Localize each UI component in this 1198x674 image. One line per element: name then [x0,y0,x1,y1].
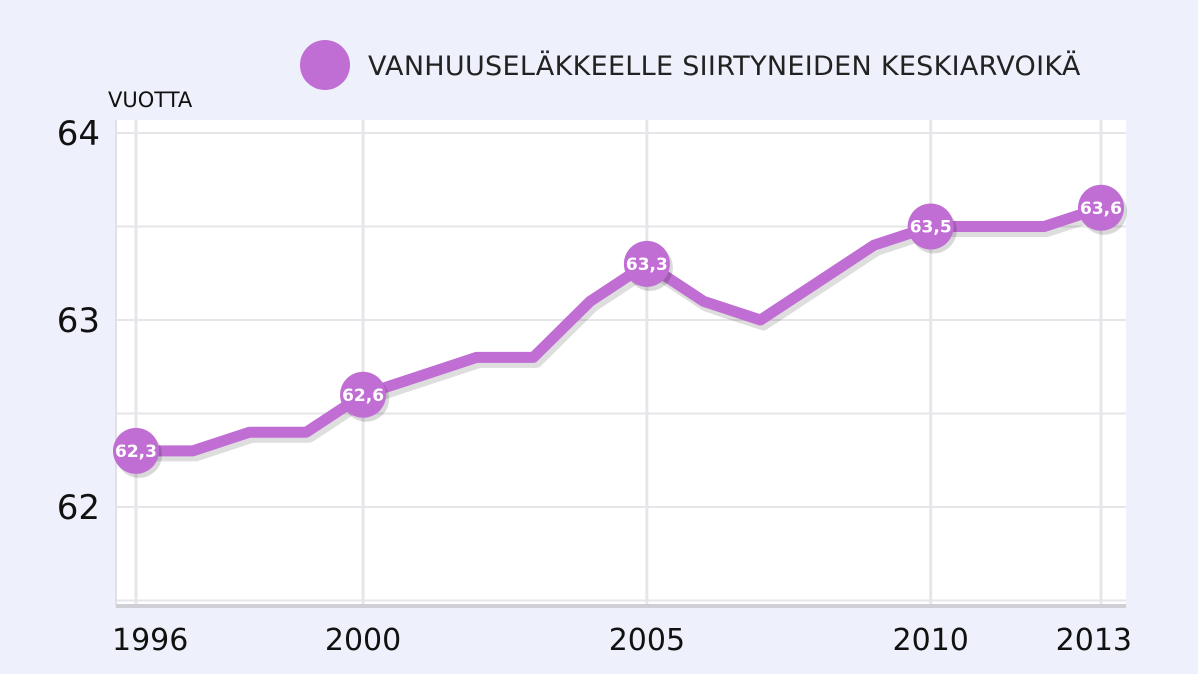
data-label: 62,6 [342,386,384,406]
x-tick-label: 1996 [112,623,188,658]
data-label: 63,3 [626,255,668,275]
data-marker [907,203,954,250]
data-marker [623,240,670,287]
x-tick-label: 2000 [325,623,401,658]
x-tick-label: 2010 [893,623,969,658]
x-tick-label: 2005 [609,623,685,658]
legend-label: VANHUUSELÄKKEELLE SIIRTYNEIDEN KESKIARVO… [368,50,1081,82]
legend-swatch [300,40,350,90]
x-tick-label: 2013 [1056,623,1132,658]
data-marker [1078,184,1124,231]
y-axis-label: VUOTTA [108,88,193,112]
y-tick-label: 63 [57,301,100,341]
data-marker [340,371,387,418]
y-tick-label: 64 [57,114,100,154]
plot-area [116,120,1126,606]
data-marker [113,427,159,474]
data-label: 63,5 [910,218,952,238]
y-tick-label: 62 [57,488,100,528]
data-label: 63,6 [1080,199,1122,219]
data-label: 62,3 [115,442,157,462]
